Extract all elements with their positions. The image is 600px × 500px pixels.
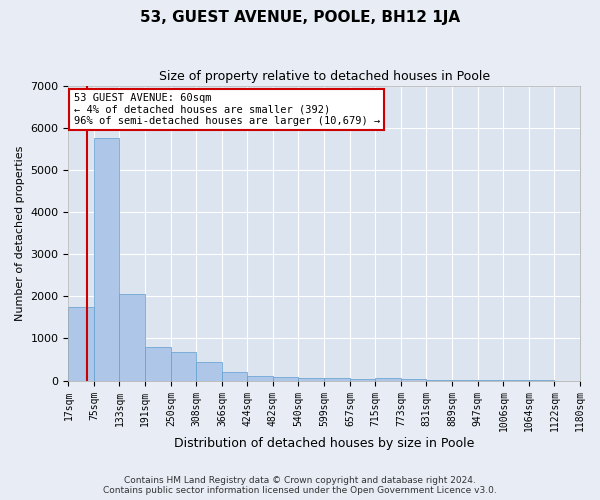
Title: Size of property relative to detached houses in Poole: Size of property relative to detached ho… (158, 70, 490, 83)
Y-axis label: Number of detached properties: Number of detached properties (15, 146, 25, 321)
Bar (247, 376, 273, 380)
Bar (68, 307, 94, 380)
Text: 53, GUEST AVENUE, POOLE, BH12 1JA: 53, GUEST AVENUE, POOLE, BH12 1JA (140, 10, 460, 25)
Bar (298, 378, 325, 380)
Bar (196, 362, 222, 380)
Bar (376, 378, 401, 380)
Text: Contains HM Land Registry data © Crown copyright and database right 2024.
Contai: Contains HM Land Registry data © Crown c… (103, 476, 497, 495)
Text: 53 GUEST AVENUE: 60sqm
← 4% of detached houses are smaller (392)
96% of semi-det: 53 GUEST AVENUE: 60sqm ← 4% of detached … (74, 93, 380, 126)
Bar (222, 372, 247, 380)
Bar (325, 378, 350, 380)
Bar (145, 347, 171, 380)
Bar (94, 138, 119, 380)
Bar (119, 294, 145, 380)
Bar (350, 378, 376, 380)
Bar (273, 377, 298, 380)
Bar (401, 379, 427, 380)
X-axis label: Distribution of detached houses by size in Poole: Distribution of detached houses by size … (174, 437, 475, 450)
Bar (171, 352, 196, 380)
